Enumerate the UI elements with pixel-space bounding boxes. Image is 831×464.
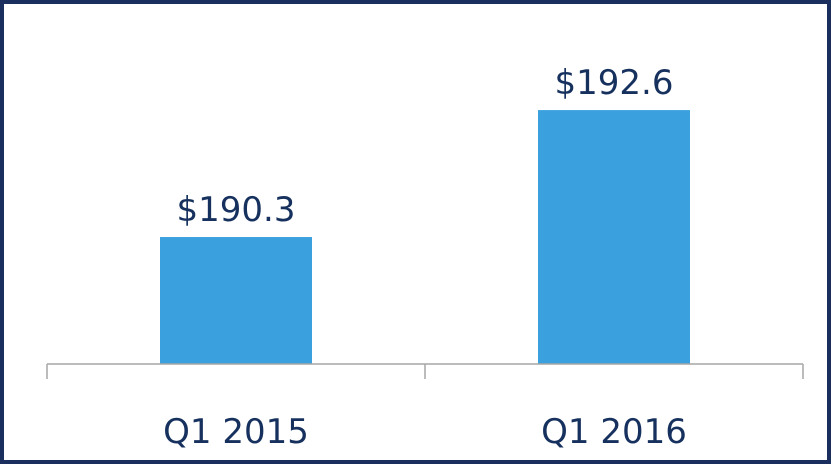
value-label: $190.3 [177,190,296,230]
bar [160,237,312,364]
plot [160,110,690,364]
x-tick-label: Q1 2015 [163,412,309,452]
bar [538,110,690,364]
x-tick-label: Q1 2016 [541,412,687,452]
value-label: $192.6 [555,63,674,103]
